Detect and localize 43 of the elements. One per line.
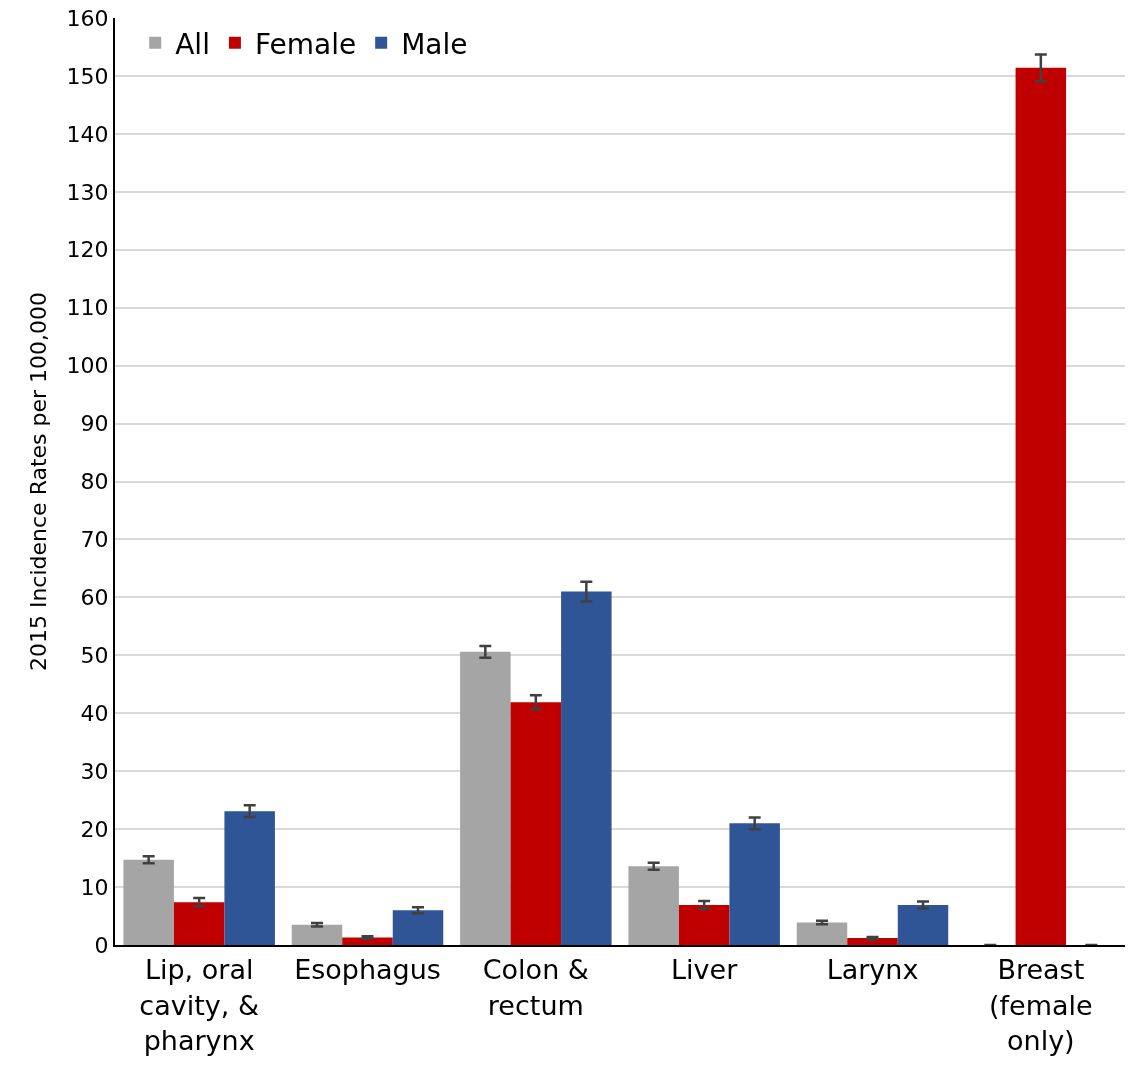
bar [628, 866, 679, 945]
x-tick-label: Esophagus [294, 954, 441, 986]
bar [173, 902, 225, 945]
y-tick-label: 110 [66, 295, 109, 321]
x-tick-label: Colon & rectum [482, 954, 589, 1021]
bar [291, 924, 343, 945]
y-tick-label: 20 [80, 816, 109, 842]
y-tick-label: 30 [80, 758, 109, 784]
y-tick-label: 60 [80, 585, 109, 611]
bar [1015, 67, 1067, 945]
y-tick-label: 80 [80, 469, 109, 495]
legend-label: Male [401, 27, 468, 61]
bar [561, 591, 612, 945]
legend-label: Female [254, 27, 357, 61]
bar [897, 905, 949, 945]
bar [224, 811, 275, 945]
bar [510, 702, 562, 945]
bar [729, 823, 780, 945]
bar [847, 938, 898, 945]
y-tick-label: 140 [66, 121, 109, 147]
y-tick-label: 130 [66, 179, 109, 205]
bar [123, 859, 174, 945]
y-tick-label: 10 [80, 874, 109, 900]
legend-label: All [175, 27, 210, 61]
y-tick-label: 70 [80, 527, 109, 553]
x-tick-label: Lip, oral cavity, & pharynx [139, 954, 259, 1056]
y-tick-label: 40 [80, 700, 109, 726]
y-tick-label: 50 [80, 643, 109, 669]
y-tick-label: 160 [66, 5, 109, 31]
x-tick-label: Liver [671, 954, 739, 986]
y-tick-label: 150 [66, 63, 109, 89]
x-tick-label: Larynx [826, 954, 919, 986]
bar [796, 922, 848, 945]
bar [342, 937, 393, 945]
x-tick-label: Breast (female only) [989, 954, 1093, 1056]
y-axis-title: 2015 Incidence Rates per 100,000 [25, 291, 51, 672]
bar [678, 905, 730, 945]
bar [392, 910, 444, 945]
y-tick-label: 120 [66, 237, 109, 263]
y-tick-label: 100 [66, 353, 109, 379]
bar [460, 651, 511, 945]
y-tick-label: 0 [94, 932, 109, 958]
y-tick-label: 90 [80, 411, 109, 437]
